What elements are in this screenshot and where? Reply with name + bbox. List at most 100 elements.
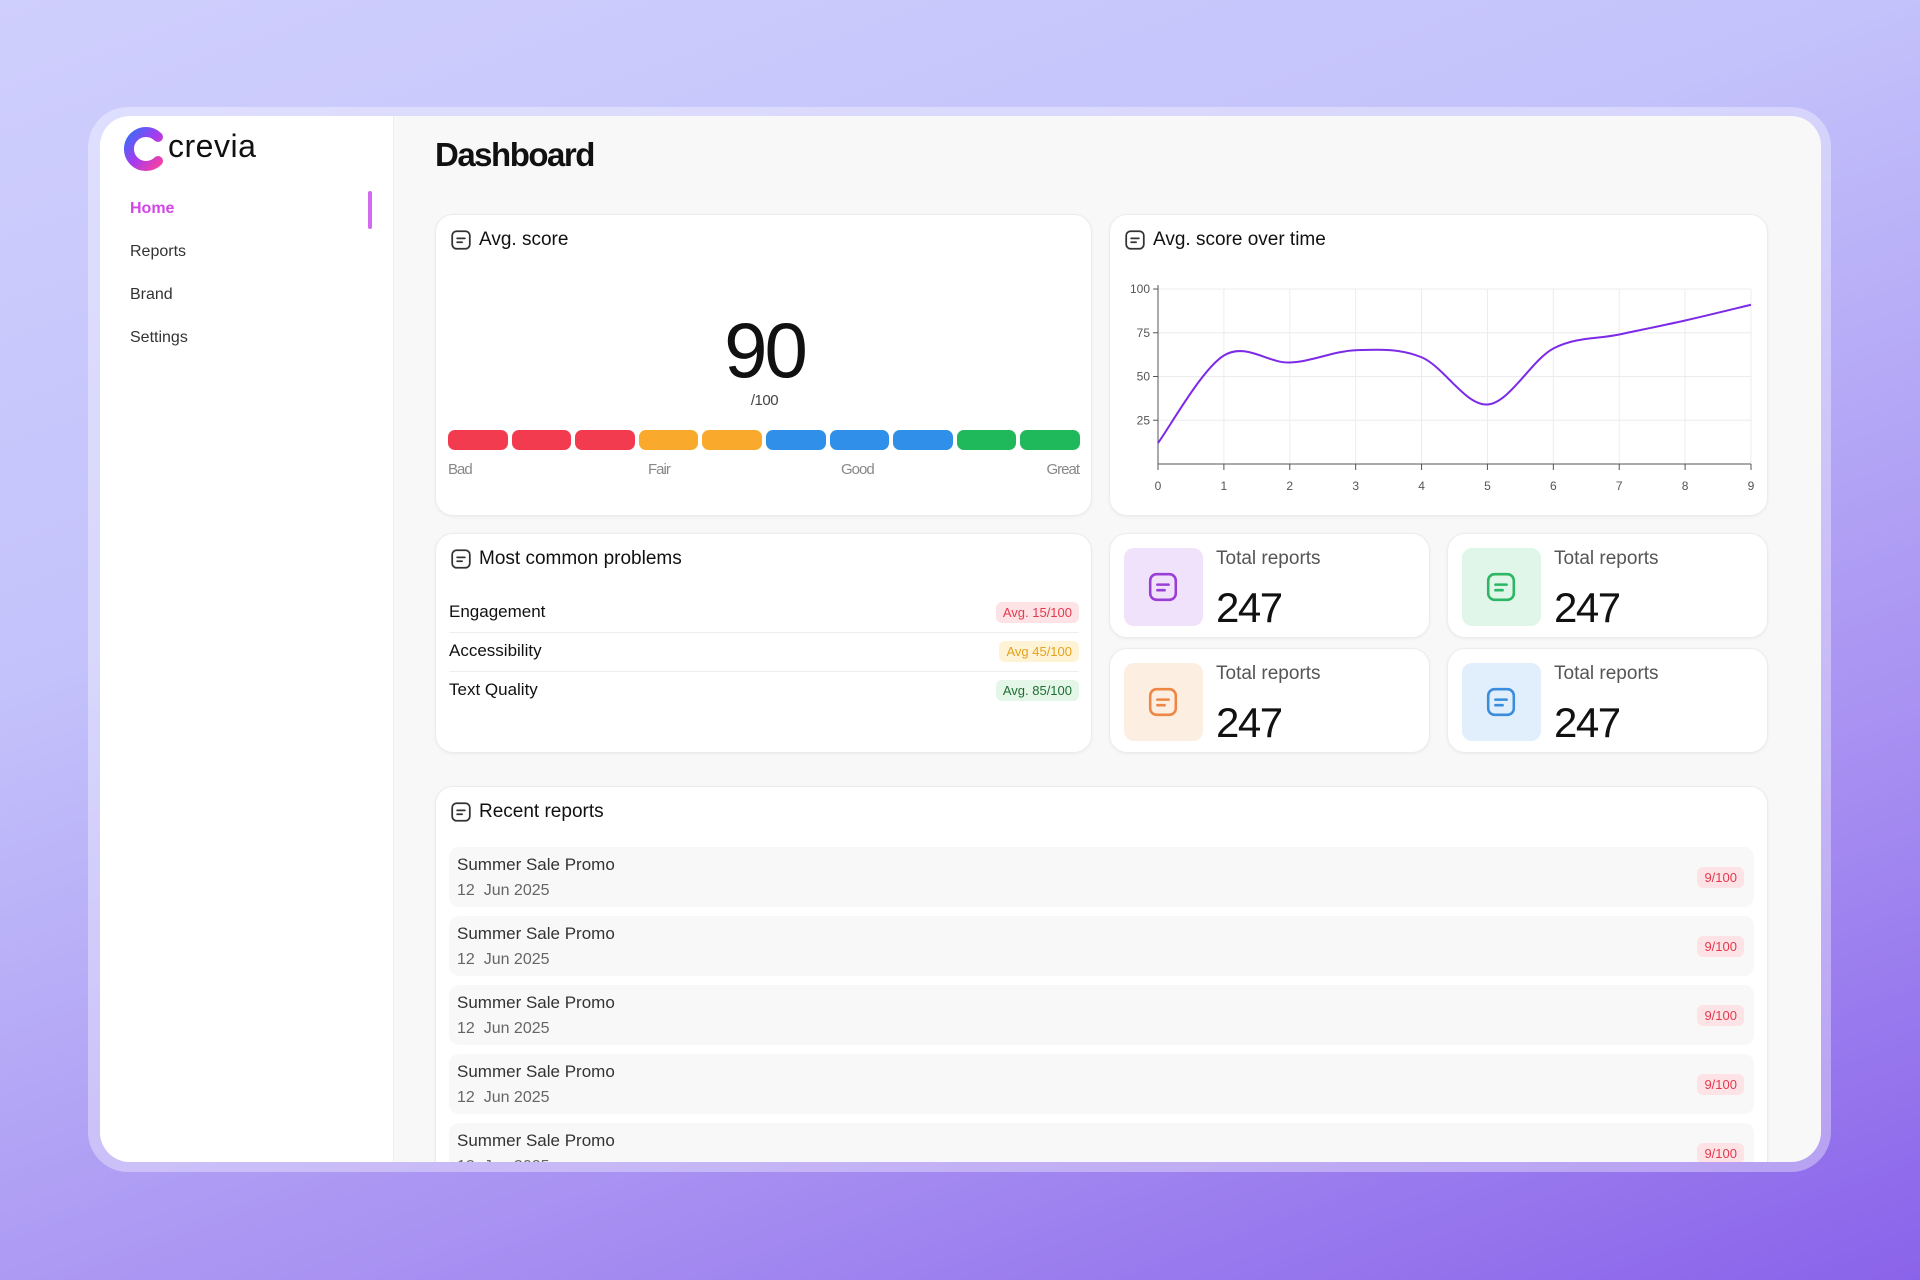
stat-icon-box [1462, 663, 1541, 741]
report-name: Summer Sale Promo [457, 1131, 615, 1150]
stat-value: 247 [1216, 699, 1283, 746]
y-tick-label: 100 [1130, 282, 1150, 296]
row-divider [449, 632, 1079, 633]
chart-title: Avg. score over time [1153, 229, 1326, 250]
report-name: Summer Sale Promo [457, 993, 615, 1012]
scale-segment [511, 430, 572, 450]
stat-icon-box [1124, 548, 1203, 626]
x-tick-label: 9 [1748, 479, 1755, 493]
scale-segment [702, 430, 762, 450]
scale-label: Great [1046, 461, 1080, 478]
stat-label: Total reports [1216, 548, 1321, 569]
report-date: 12 Jun 2025 [457, 1020, 550, 1037]
report-score: 9/100 [1697, 1143, 1744, 1162]
doc-icon [451, 802, 471, 822]
scale-segment [893, 430, 953, 450]
recent-card: Recent reports Summer Sale Promo 12 Jun 20… [435, 786, 1768, 1162]
report-row[interactable]: Summer Sale Promo 12 Jun 2025 9/100 [449, 1054, 1754, 1114]
x-tick-label: 3 [1352, 479, 1359, 493]
stat-value: 247 [1216, 584, 1283, 631]
problems-card: Most common problems Engagement Avg. 15/10… [435, 533, 1092, 753]
card-title: Recent reports [479, 801, 604, 822]
report-score: 9/100 [1697, 867, 1744, 888]
problem-badge: Avg. 15/100 [995, 602, 1079, 623]
stat-label: Total reports [1554, 663, 1659, 684]
problem-name: Text Quality [449, 680, 538, 699]
page-title: Dashboard [435, 136, 595, 173]
scale-label: Good [841, 461, 875, 478]
stat-value: 247 [1554, 584, 1621, 631]
card-title: Avg. score [479, 229, 569, 250]
report-score: 9/100 [1697, 1074, 1744, 1095]
report-name: Summer Sale Promo [457, 855, 615, 874]
scale-segment [638, 430, 699, 450]
x-tick-label: 0 [1155, 479, 1162, 493]
x-tick-label: 4 [1418, 479, 1425, 493]
report-date: 12 Jun 2025 [457, 951, 550, 968]
stat-value: 247 [1554, 699, 1621, 746]
scale-segment [575, 430, 635, 450]
stat-label: Total reports [1554, 548, 1659, 569]
stat-icon-box [1124, 663, 1203, 741]
report-row[interactable]: Summer Sale Promo 12 Jun 2025 9/100 [449, 985, 1754, 1045]
report-score: 9/100 [1697, 936, 1744, 957]
sidebar: crevia Home Reports Brand Settings [100, 116, 394, 1162]
problem-badge: Avg. 85/100 [995, 680, 1079, 701]
nav-item[interactable]: Brand [130, 286, 173, 303]
stat-card: Total reports 247 [1447, 533, 1768, 638]
x-tick-label: 7 [1616, 479, 1623, 493]
nav-item[interactable]: Reports [130, 243, 187, 260]
report-row[interactable]: Summer Sale Promo 12 Jun 2025 9/100 [449, 916, 1754, 976]
stat-card: Total reports 247 [1109, 533, 1430, 638]
chart-card: Avg. score over time 25 50 75 100 0 1 2 3 4 5 6 7 8 9 [1109, 214, 1768, 516]
stat-label: Total reports [1216, 663, 1321, 684]
report-date: 12 Jun 2025 [457, 882, 550, 899]
scale-segment [766, 430, 826, 450]
score-max: /100 [750, 392, 779, 409]
scale-label: Fair [648, 461, 671, 478]
x-tick-label: 2 [1286, 479, 1293, 493]
stat-icon-box [1462, 548, 1541, 626]
score-line [1157, 303, 1752, 444]
row-divider [449, 671, 1079, 672]
doc-icon [451, 230, 471, 250]
report-name: Summer Sale Promo [457, 1062, 615, 1081]
nav-item[interactable]: Home [130, 200, 175, 217]
nav-item[interactable]: Settings [130, 329, 188, 346]
line-chart: 25 50 75 100 0 1 2 3 4 5 6 7 8 9 [1130, 282, 1755, 493]
stat-card: Total reports 247 [1109, 648, 1430, 753]
doc-icon [1125, 230, 1145, 250]
doc-icon [1148, 572, 1178, 602]
problem-name: Accessibility [449, 641, 542, 660]
stat-card: Total reports 247 [1447, 648, 1768, 753]
x-tick-label: 1 [1221, 479, 1228, 493]
report-date: 12 Jun 2025 [457, 1158, 550, 1162]
scale-segment [1020, 430, 1080, 450]
report-score: 9/100 [1697, 1005, 1744, 1026]
scale-segment [448, 430, 508, 450]
scale-segment [956, 430, 1017, 450]
scale-segment [829, 430, 890, 450]
x-tick-label: 5 [1484, 479, 1491, 493]
report-date: 12 Jun 2025 [457, 1089, 550, 1106]
scale-label: Bad [448, 461, 473, 478]
app-window: crevia Home Reports Brand Settings Dashboar… [100, 116, 1821, 1162]
y-tick-label: 75 [1137, 326, 1151, 340]
active-indicator [368, 191, 372, 229]
doc-icon [1486, 572, 1516, 602]
doc-icon [451, 549, 471, 569]
doc-icon [1486, 687, 1516, 717]
problem-name: Engagement [449, 602, 546, 621]
problem-badge: Avg 45/100 [999, 641, 1079, 662]
report-row[interactable]: Summer Sale Promo 12 Jun 2025 9/100 [449, 1123, 1754, 1162]
avg-score-card: Avg. score 90/100 Bad Fair Good Great [435, 214, 1092, 516]
y-tick-label: 25 [1137, 413, 1151, 427]
card-title: Most common problems [479, 548, 682, 569]
score-value: 90 [724, 306, 808, 394]
logo [123, 127, 163, 171]
report-row[interactable]: Summer Sale Promo 12 Jun 2025 9/100 [449, 847, 1754, 907]
report-name: Summer Sale Promo [457, 924, 615, 943]
brand-name: crevia [168, 128, 257, 164]
x-tick-label: 8 [1682, 479, 1689, 493]
